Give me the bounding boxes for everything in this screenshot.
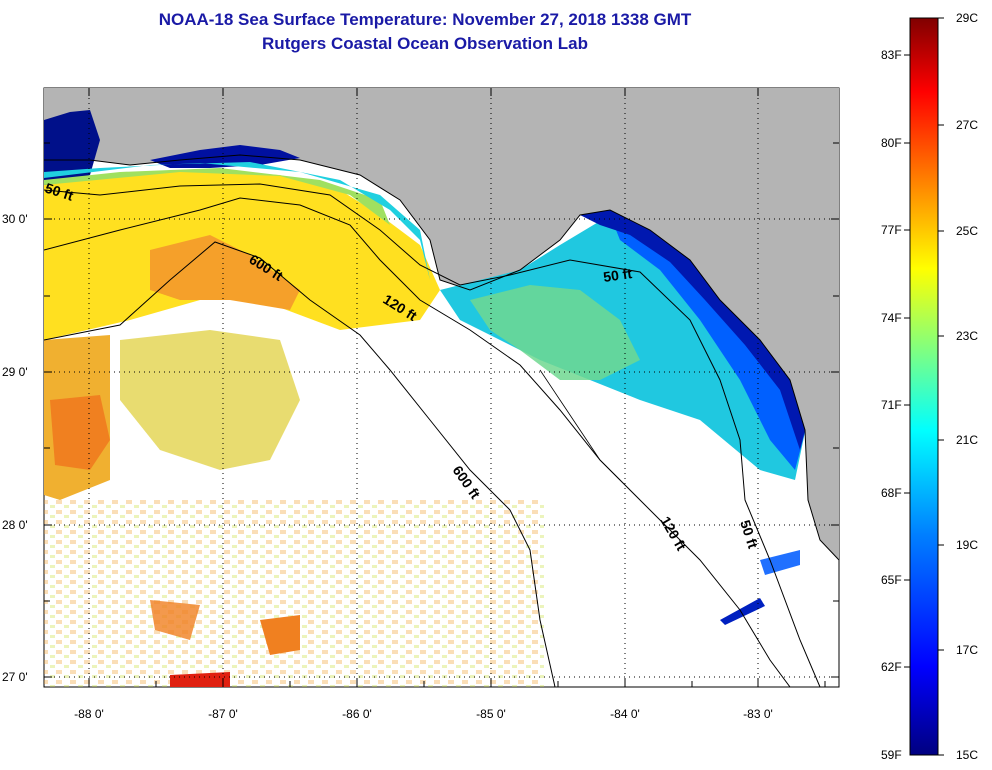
lat-label: 27 0' [2,670,28,684]
colorbar-f-label: 68F [881,486,902,500]
contour-120ft [44,197,791,687]
colorbar-f-label: 80F [881,136,902,150]
colorbar-f-label: 65F [881,573,902,587]
title-line-1: NOAA-18 Sea Surface Temperature: Novembe… [158,10,692,29]
colorbar-f-label: 59F [881,748,902,762]
lat-label: 29 0' [2,365,28,379]
contour-600ft [44,241,556,687]
lat-label: 28 0' [2,518,28,532]
lon-label: -87 0' [208,707,238,721]
lon-label: -84 0' [610,707,640,721]
colorbar-f-label: 71F [881,398,902,412]
colorbar-f-label: 62F [881,660,902,674]
colorbar-c-label: 21C [956,433,978,447]
colorbar-c-label: 27C [956,118,978,132]
colorbar-c-label: 25C [956,224,978,238]
colorbar-ticks [904,17,944,756]
colorbar-c-label: 29C [956,11,978,25]
colorbar-c-label: 23C [956,329,978,343]
colorbar-f-label: 74F [881,311,902,325]
contour-label-50ft: 50 ft [602,265,633,285]
contour-50ft [44,183,821,687]
lon-label: -83 0' [743,707,773,721]
axis-ticks [44,88,839,687]
lon-label: -88 0' [74,707,104,721]
colorbar-c-label: 17C [956,643,978,657]
land [44,88,839,560]
title-line-2: Rutgers Coastal Ocean Observation Lab [262,34,588,53]
coastline [44,154,839,561]
lat-label: 30 0' [2,212,28,226]
colorbar-c-label: 19C [956,538,978,552]
bay-water [44,110,100,185]
colorbar-c-label: 15C [956,748,978,762]
lon-label: -86 0' [342,707,372,721]
colorbar [909,17,939,756]
lon-label: -85 0' [476,707,506,721]
colorbar-f-label: 77F [881,223,902,237]
colorbar-f-label: 83F [881,48,902,62]
